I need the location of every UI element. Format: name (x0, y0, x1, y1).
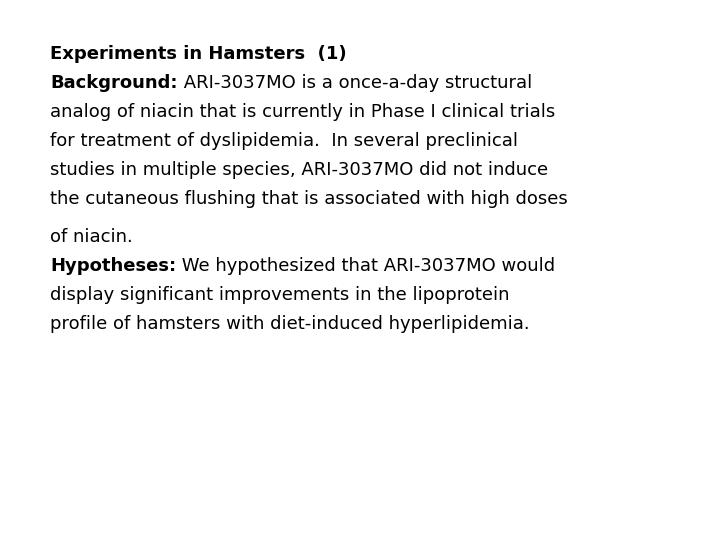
Text: ARI-3037MO is a once-a-day structural: ARI-3037MO is a once-a-day structural (178, 74, 532, 92)
Text: for treatment of dyslipidemia.  In several preclinical: for treatment of dyslipidemia. In severa… (50, 132, 518, 150)
Text: of niacin.: of niacin. (50, 228, 132, 246)
Text: analog of niacin that is currently in Phase I clinical trials: analog of niacin that is currently in Ph… (50, 103, 555, 121)
Text: display significant improvements in the lipoprotein: display significant improvements in the … (50, 286, 510, 304)
Text: Hypotheses:: Hypotheses: (50, 257, 176, 275)
Text: We hypothesized that ARI-3037MO would: We hypothesized that ARI-3037MO would (176, 257, 555, 275)
Text: profile of hamsters with diet-induced hyperlipidemia.: profile of hamsters with diet-induced hy… (50, 315, 530, 333)
Text: Background:: Background: (50, 74, 178, 92)
Text: the cutaneous flushing that is associated with high doses: the cutaneous flushing that is associate… (50, 190, 568, 208)
Text: studies in multiple species, ARI-3037MO did not induce: studies in multiple species, ARI-3037MO … (50, 161, 548, 179)
Text: Experiments in Hamsters  (1): Experiments in Hamsters (1) (50, 45, 346, 63)
